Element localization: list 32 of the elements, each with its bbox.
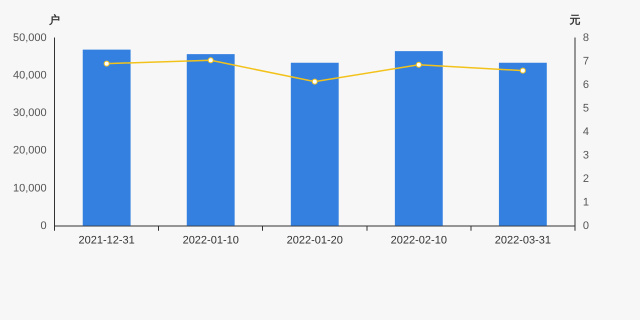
y-tick-label: 40,000	[12, 70, 47, 82]
bar	[394, 51, 443, 226]
y2-tick-label: 1	[582, 196, 590, 208]
y-axis-title: 户	[48, 14, 60, 27]
point	[520, 68, 526, 74]
y-tick-label: 0	[40, 220, 47, 232]
bar	[82, 50, 131, 226]
y-tick-label: 20,000	[12, 144, 47, 157]
y-tick-label: 10,000	[12, 182, 47, 194]
y2-axis-title: 元	[568, 14, 580, 27]
point	[104, 60, 110, 67]
y2-tick-label: 6	[582, 78, 590, 91]
y2-tick-label: 5	[582, 102, 590, 114]
y2-tick-label: 7	[582, 56, 590, 68]
bar	[186, 54, 235, 226]
x-tick-label: 2022-02-10	[390, 234, 447, 246]
bar	[498, 62, 547, 226]
bar	[290, 62, 339, 226]
x-tick-label: 2022-01-20	[286, 234, 343, 246]
point	[416, 62, 422, 68]
y2-tick-label: 4	[582, 126, 590, 138]
point	[312, 78, 318, 85]
y2-tick-label: 0	[582, 220, 590, 232]
y-tick-label: 50,000	[12, 32, 47, 44]
x-tick-label: 2022-03-31	[494, 234, 551, 246]
y-tick-label: 30,000	[12, 107, 47, 120]
y2-tick-label: 8	[582, 32, 590, 44]
y2-tick-label: 2	[582, 172, 590, 185]
x-tick-label: 2022-01-10	[182, 234, 239, 246]
y2-tick-label: 3	[582, 149, 590, 162]
point	[208, 57, 214, 64]
x-tick-label: 2021-12-31	[78, 234, 135, 246]
